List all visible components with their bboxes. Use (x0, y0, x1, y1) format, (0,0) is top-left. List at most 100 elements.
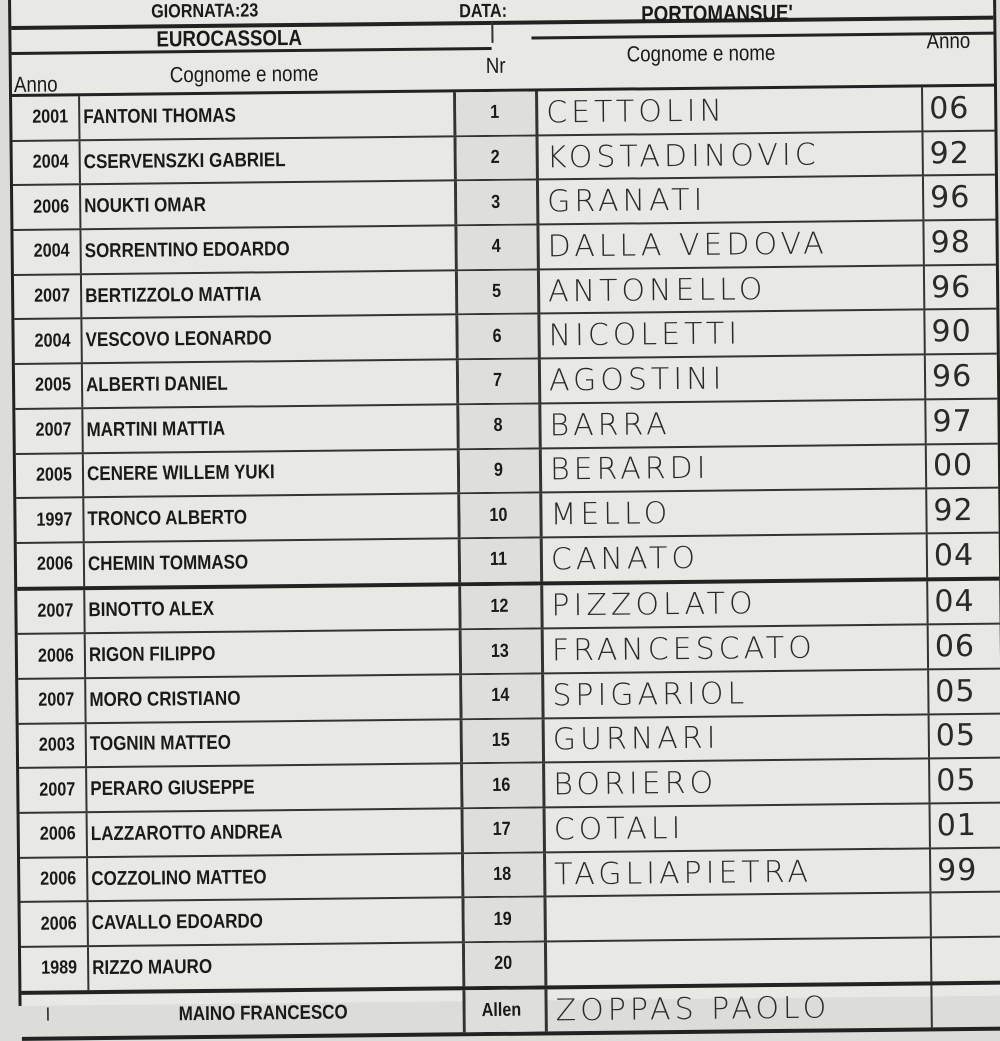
coach-mark: I (21, 994, 89, 1037)
home-anno: 2006 (16, 543, 86, 587)
home-player-name: RIZZO MAURO (88, 943, 466, 990)
home-anno: 2004 (12, 140, 81, 185)
away-anno-text: 01 (936, 807, 978, 844)
shirt-number: 6 (458, 314, 541, 359)
away-anno: 06 (923, 87, 991, 130)
home-player-name-text: ALBERTI DANIEL (85, 372, 228, 397)
away-anno: 99 (931, 848, 999, 891)
home-player-name: PERARO GIUSEPPE (87, 764, 464, 812)
away-player-name: BERARDI (541, 444, 928, 492)
home-player-name: BINOTTO ALEX (85, 585, 462, 633)
player-table: 2001 FANTONI THOMAS 1 CETTOLIN 06 2004 CSERVEN… (12, 83, 1000, 1041)
away-player-name-text: GURNARI (552, 721, 720, 758)
home-player-name: VESCOVO LEONARDO (82, 315, 459, 363)
away-anno-text: 04 (933, 537, 975, 574)
away-anno-text: 96 (929, 180, 971, 216)
match-sheet: GIORNATA:23 DATA: EUROCASSOLA PORTOMANSU… (8, 0, 1000, 1041)
away-player-name: FRANCESCATO (543, 625, 930, 673)
shirt-number: 8 (459, 404, 542, 448)
away-player-name: DALLA VEDOVA (539, 221, 925, 269)
home-anno-text: 2006 (40, 913, 77, 935)
shirt-number: 4 (457, 225, 540, 270)
away-player-name-text: BERARDI (549, 451, 710, 488)
shirt-number-text: 10 (489, 504, 508, 526)
away-anno-header: Anno (926, 27, 971, 54)
home-player-name-text: RIZZO MAURO (92, 955, 213, 980)
home-anno-text: 2004 (32, 151, 69, 173)
home-player-name: CENERE WILLEM YUKI (83, 449, 461, 497)
away-anno: 05 (930, 714, 998, 757)
away-player-name-text: CETTOLIN (546, 93, 727, 131)
home-player-name-text: MORO CRISTIANO (89, 687, 241, 711)
away-player-name: COTALI (545, 804, 931, 852)
away-anno: 92 (927, 489, 995, 532)
home-anno: 2007 (13, 274, 83, 319)
home-anno-text: 2007 (37, 600, 74, 622)
home-anno-text: 2007 (38, 778, 76, 801)
home-player-name: CAVALLO EDOARDO (88, 898, 465, 946)
away-anno (931, 893, 999, 936)
coach-label: Allen (465, 989, 548, 1033)
home-anno-text: 2006 (36, 553, 73, 575)
shirt-number: 18 (464, 853, 547, 897)
away-anno: 06 (929, 625, 997, 668)
home-player-name-text: FANTONI THOMAS (83, 104, 237, 129)
away-player-name: NICOLETTI (540, 310, 926, 358)
away-player-name: CETTOLIN (538, 87, 924, 135)
coach-row: I MAINO FRANCESCO Allen ZOPPAS PAOLO (21, 984, 1000, 1041)
home-anno-text: 2007 (35, 419, 72, 441)
shirt-number-text: 12 (490, 595, 509, 617)
away-anno-text: 97 (932, 403, 973, 439)
away-anno: 92 (923, 131, 991, 174)
away-player-name: CANATO (542, 534, 929, 581)
away-player-name: GURNARI (544, 715, 931, 762)
shirt-number: 10 (460, 493, 543, 538)
away-anno: 00 (927, 444, 995, 487)
home-anno: 2007 (18, 679, 87, 723)
home-player-name: MARTINI MATTIA (83, 405, 460, 452)
away-player-name: BORIERO (545, 759, 931, 807)
away-player-name-text: BARRA (549, 406, 671, 444)
home-player-name: CHEMIN TOMMASO (84, 539, 462, 586)
away-player-name-text: NICOLETTI (548, 316, 742, 354)
shirt-number: 7 (458, 359, 542, 404)
away-anno-text: 96 (931, 358, 973, 395)
home-anno: 2005 (14, 364, 84, 408)
away-player-name: TAGLIAPIETRA (546, 849, 932, 896)
home-player-name-text: TOGNIN MATTEO (89, 732, 231, 756)
shirt-number: 3 (456, 180, 540, 225)
shirt-number-text: 5 (492, 280, 502, 303)
away-player-name-text: COTALI (553, 810, 685, 848)
home-player-name-text: CSERVENSZKI GABRIEL (83, 148, 286, 173)
home-player-name: COZZOLINO MATTEO (88, 853, 465, 901)
shirt-number-text: 13 (490, 640, 509, 662)
shirt-number-text: 1 (490, 102, 500, 124)
coach-label-text: Allen (481, 999, 522, 1022)
away-anno-text: 05 (936, 763, 977, 799)
home-anno: 2003 (18, 723, 88, 768)
home-player-name-text: VESCOVO LEONARDO (85, 327, 272, 352)
away-anno: 96 (924, 176, 992, 219)
shirt-number-text: 11 (490, 549, 508, 571)
away-anno: 97 (926, 400, 994, 443)
away-player-name: BARRA (541, 400, 927, 447)
away-anno-text: 05 (935, 718, 977, 754)
shirt-number-text: 18 (493, 863, 512, 885)
home-player-name-text: BINOTTO ALEX (88, 598, 215, 622)
away-player-name-text: TAGLIAPIETRA (554, 854, 813, 892)
home-anno: 2004 (14, 319, 83, 364)
away-player-name-text: PIZZOLATO (551, 586, 757, 624)
away-player-name: SPIGARIOL (544, 670, 930, 718)
away-anno-text: 92 (933, 492, 974, 529)
home-anno-text: 2005 (35, 464, 72, 486)
away-anno: 05 (930, 759, 998, 802)
home-anno: 1989 (20, 947, 90, 991)
home-anno: 2006 (20, 857, 89, 902)
shirt-number: 20 (464, 942, 548, 987)
shirt-number-text: 2 (490, 146, 501, 168)
home-player-name-text: BERTIZZOLO MATTIA (85, 282, 262, 307)
home-player-name: MORO CRISTIANO (86, 675, 463, 722)
away-anno-text: 99 (937, 852, 978, 888)
home-anno-text: 2006 (32, 196, 69, 218)
shirt-number: 19 (464, 897, 547, 942)
